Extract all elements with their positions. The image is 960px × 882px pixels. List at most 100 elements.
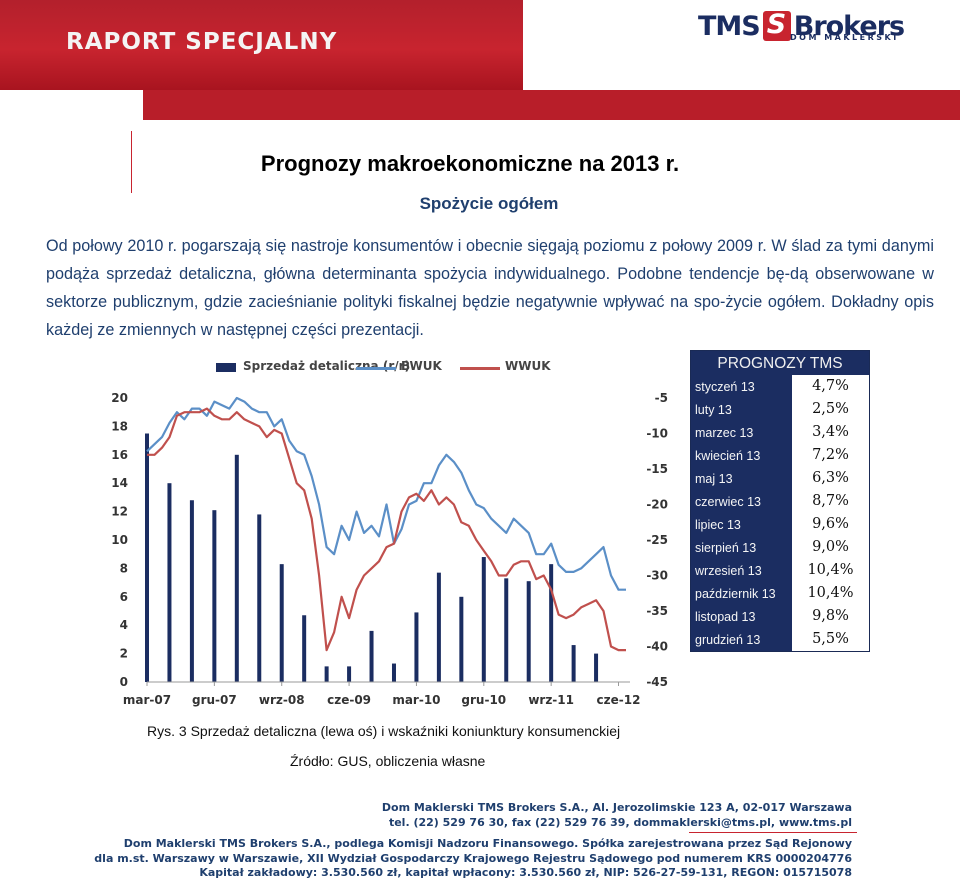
forecast-month: luty 13 <box>695 402 732 417</box>
forecast-row: listopad 13 9,8% <box>691 605 869 628</box>
bar-retail <box>369 630 374 682</box>
legend-swatch-bar <box>216 363 236 372</box>
y-tick-label-right: -15 <box>646 462 668 476</box>
forecast-row: marzec 13 3,4% <box>691 421 869 444</box>
footer-legal-line-3: Kapitał zakładowy: 3.530.560 zł, kapitał… <box>199 866 852 879</box>
axes-group: 0 2 4 6 8 10 12 14 16 18 20 -5 -10 -15 -20 -25 -30 -35 -40… <box>111 391 668 707</box>
bar-retail <box>459 596 464 682</box>
y-tick-label-left: 20 <box>111 391 128 405</box>
y-tick-label-left: 14 <box>111 476 128 490</box>
logo-subtitle: DOM MAKLERSKI <box>790 33 899 42</box>
forecast-rows: styczeń 13 4,7% luty 13 2,5% marzec 13 3,4% kw… <box>691 375 869 651</box>
forecast-value: 4,7% <box>792 375 869 398</box>
bar-retail <box>167 483 172 682</box>
bar-retail <box>481 557 486 682</box>
forecast-value: 9,0% <box>792 536 869 559</box>
forecast-month: grudzień 13 <box>695 632 761 647</box>
forecast-month: lipiec 13 <box>695 517 741 532</box>
y-tick-label-right: -45 <box>646 675 668 689</box>
forecast-month: marzec 13 <box>695 425 754 440</box>
legend-label-bwuk: BWUK <box>401 359 442 373</box>
x-tick-label: mar-07 <box>123 693 171 707</box>
forecast-row: styczeń 13 4,7% <box>691 375 869 398</box>
y-tick-label-right: -30 <box>646 569 668 583</box>
bar-retail <box>257 514 262 682</box>
bar-retail <box>436 572 441 682</box>
forecast-value: 2,5% <box>792 398 869 421</box>
forecast-month: sierpień 13 <box>695 540 757 555</box>
logo-brand-left: TMS <box>698 10 761 42</box>
logo-brand-right: Brokers <box>793 10 905 42</box>
y-tick-label-left: 12 <box>111 505 128 519</box>
forecast-month: listopad 13 <box>695 609 756 624</box>
forecast-value: 3,4% <box>792 421 869 444</box>
legend-label-retail: Sprzedaż detaliczna (r/r) <box>243 359 411 373</box>
forecast-row: luty 13 2,5% <box>691 398 869 421</box>
bar-retail <box>145 433 149 682</box>
forecast-month: wrzesień 13 <box>695 563 762 578</box>
forecast-row: czerwiec 13 8,7% <box>691 490 869 513</box>
bar-retail <box>189 500 194 682</box>
forecast-value: 9,8% <box>792 605 869 628</box>
tms-logo: TMS Brokers <box>698 6 905 46</box>
line-bwuk <box>146 396 626 591</box>
forecast-value: 5,5% <box>792 628 869 651</box>
bar-retail <box>212 510 217 682</box>
y-tick-label-right: -25 <box>646 533 668 547</box>
y-tick-label-left: 8 <box>120 561 128 575</box>
forecast-month: maj 13 <box>695 471 733 486</box>
x-tick-label: gru-07 <box>192 693 237 707</box>
y-tick-label-right: -20 <box>646 498 668 512</box>
y-tick-label-left: 2 <box>120 647 128 661</box>
bar-retail <box>391 663 396 682</box>
banner-title: RAPORT SPECJALNY <box>66 29 338 55</box>
forecast-row: sierpień 13 9,0% <box>691 536 869 559</box>
bar-retail <box>302 615 307 682</box>
bar-retail <box>549 564 554 682</box>
lines-group <box>146 396 626 652</box>
forecast-value: 9,6% <box>792 513 869 536</box>
section-subtitle: Spożycie ogółem <box>419 194 559 213</box>
footer-contact: Dom Maklerski TMS Brokers S.A., Al. Jero… <box>0 800 852 830</box>
y-tick-label-left: 6 <box>120 590 128 604</box>
legend-label-wwuk: WWUK <box>505 359 551 373</box>
figure-source: Źródło: GUS, obliczenia własne <box>290 753 486 769</box>
footer-legal: Dom Maklerski TMS Brokers S.A., podlega … <box>0 837 852 881</box>
forecast-row: grudzień 13 5,5% <box>691 628 869 651</box>
line-wwuk <box>147 407 626 652</box>
forecast-value: 10,4% <box>792 582 869 605</box>
forecast-month: czerwiec 13 <box>695 494 761 509</box>
forecast-month: październik 13 <box>695 586 776 601</box>
forecast-table: PROGNOZY TMS styczeń 13 4,7% luty 13 2,5% ma… <box>690 350 870 652</box>
forecast-value: 8,7% <box>792 490 869 513</box>
bar-retail <box>594 653 599 682</box>
footer-legal-line-2: dla m.st. Warszawy w Warszawie, XII Wydz… <box>94 851 852 865</box>
bar-retail <box>504 578 509 682</box>
bar-retail <box>347 666 352 682</box>
bar-retail <box>234 454 239 682</box>
y-tick-label-left: 10 <box>111 533 128 547</box>
x-tick-label: cze-09 <box>327 693 371 707</box>
retail-sales-chart: 0 2 4 6 8 10 12 14 16 18 20 -5 -10 -15 -20 -25 -30 -35 -40… <box>111 391 668 707</box>
y-tick-label-left: 4 <box>120 618 128 632</box>
x-tick-label: wrz-11 <box>528 693 574 707</box>
body-paragraph: Od połowy 2010 r. pogarszają się nastroj… <box>46 237 934 339</box>
logo-mark-icon <box>762 9 791 41</box>
legend-swatch-bwuk <box>356 367 396 370</box>
bar-retail <box>526 581 531 682</box>
bar-retail <box>324 666 329 682</box>
bar-retail <box>571 645 576 682</box>
figure-caption: Rys. 3 Sprzedaż detaliczna (lewa oś) i w… <box>147 723 621 739</box>
y-tick-label-left: 16 <box>111 448 128 462</box>
y-tick-label-right: -35 <box>646 604 668 618</box>
forecast-month: kwiecień 13 <box>695 448 761 463</box>
forecast-row: kwiecień 13 7,2% <box>691 444 869 467</box>
y-tick-label-left: 0 <box>120 675 128 689</box>
y-tick-label-right: -40 <box>646 640 668 654</box>
bars-group <box>145 433 599 682</box>
forecast-title: PROGNOZY TMS <box>717 355 843 372</box>
forecast-row: wrzesień 13 10,4% <box>691 559 869 582</box>
forecast-value: 6,3% <box>792 467 869 490</box>
forecast-month: styczeń 13 <box>695 379 755 394</box>
x-tick-label: gru-10 <box>461 693 506 707</box>
